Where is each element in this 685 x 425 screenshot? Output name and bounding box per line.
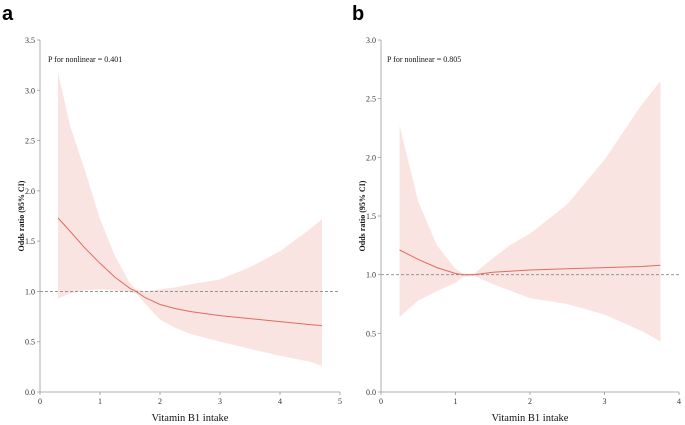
panel-b-x-axis-title: Vitamin B1 intake — [492, 413, 569, 424]
panel-b-x-tick-label: 3 — [603, 397, 607, 406]
panel-b-x-tick-label: 0 — [379, 397, 383, 406]
panel-b-y-tick-label: 2.5 — [366, 95, 376, 104]
panel-a-x-tick-label: 4 — [278, 397, 282, 406]
panel-b-label: b — [352, 3, 364, 25]
panel-a-y-axis-title: Odds ratio (95% CI) — [17, 180, 26, 251]
panel-b-y-tick-label: 0.5 — [366, 329, 376, 338]
panel-a-nonlinear-annotation: P for nonlinear = 0.401 — [48, 55, 122, 64]
panel-a-y-tick-label: 0.5 — [25, 338, 35, 347]
panel-a-x-tick-label: 0 — [38, 397, 42, 406]
panel-b: b 0.0 0.5 1.0 1.5 2.0 2.5 3.0 0 1 2 3 4 Vitamin B1 i… — [352, 3, 681, 424]
panel-a-x-axis-title: Vitamin B1 intake — [152, 413, 229, 424]
panel-a-x-tick-label: 1 — [98, 397, 102, 406]
panel-a-y-tick-label: 3.5 — [25, 36, 35, 45]
panel-a-x-tick-label: 5 — [338, 397, 342, 406]
panel-a-x-tick-label: 2 — [158, 397, 162, 406]
panel-b-x-tick-label: 4 — [677, 397, 681, 406]
panel-a-y-tick-label: 1.0 — [25, 287, 35, 296]
panel-b-y-tick-label: 3.0 — [366, 36, 376, 45]
panel-a-ci-band — [58, 72, 322, 366]
panel-b-y-tick-label: 1.0 — [366, 271, 376, 280]
panel-a-y-tick-label: 2.0 — [25, 187, 35, 196]
panel-a-label: a — [2, 3, 14, 25]
panel-a: a 0.0 0.5 1.0 1.5 2.0 2.5 3.0 3.5 0 1 2 3 4 5 Vitamin … — [2, 3, 342, 424]
panel-a-x-tick-label: 3 — [218, 397, 222, 406]
panel-b-y-axis-title: Odds ratio (95% CI) — [358, 180, 367, 251]
panel-a-y-tick-label: 3.0 — [25, 86, 35, 95]
panel-b-y-tick-label: 2.0 — [366, 153, 376, 162]
panel-b-nonlinear-annotation: P for nonlinear = 0.805 — [387, 55, 461, 64]
panel-b-x-tick-label: 2 — [528, 397, 532, 406]
panel-a-estimate-line — [57, 217, 323, 327]
panel-b-y-tick-label: 1.5 — [366, 212, 376, 221]
panel-b-y-tick-label: 0.0 — [366, 388, 376, 397]
panel-b-estimate-line — [399, 249, 661, 276]
panel-b-ci-band — [399, 81, 661, 342]
panel-a-y-tick-label: 2.5 — [25, 137, 35, 146]
panel-a-y-tick-label: 0.0 — [25, 388, 35, 397]
panel-a-y-tick-label: 1.5 — [25, 237, 35, 246]
panel-b-x-tick-label: 1 — [454, 397, 458, 406]
